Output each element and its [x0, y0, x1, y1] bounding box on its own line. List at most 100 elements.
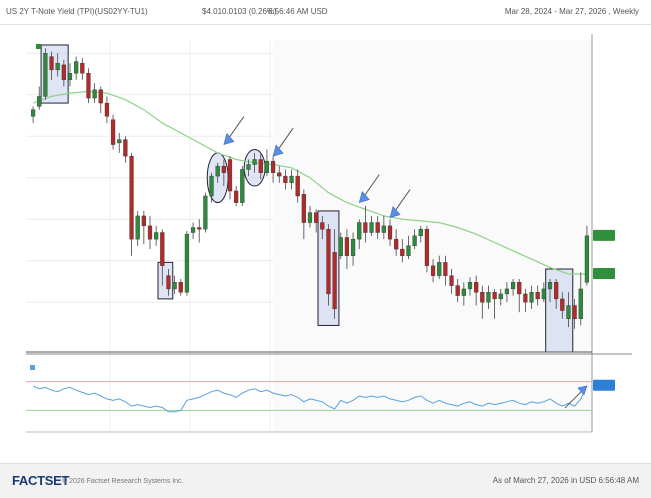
candle-body — [49, 56, 54, 71]
candle-body — [221, 165, 226, 173]
candles-layer — [30, 48, 590, 329]
annotation-arrow-line — [395, 189, 411, 210]
ma-legend-swatch — [36, 44, 41, 49]
candle-body — [190, 227, 196, 233]
candle-body — [467, 282, 473, 290]
candle-body — [264, 160, 270, 173]
quote-time: 6:56:46 AM USD — [268, 7, 328, 16]
candle-body — [375, 222, 380, 233]
annotation-arrow-head — [389, 205, 401, 219]
candle-body — [37, 96, 42, 107]
instrument-title: US 2Y T-Note Yield (TPI)(US02YY-TU1) — [6, 7, 148, 16]
moving-average-layer — [32, 90, 587, 275]
candle-body — [535, 292, 540, 300]
candle-body — [215, 165, 220, 177]
annotation-arrow-line — [364, 174, 380, 195]
candle-body — [547, 282, 553, 290]
highlight-box — [157, 261, 174, 300]
candle-body — [363, 222, 368, 233]
candle-body — [541, 288, 546, 300]
candle-body — [289, 175, 294, 183]
candle-body — [172, 282, 177, 290]
moving-average-line — [32, 90, 587, 275]
candle-body — [369, 222, 374, 233]
candle-body — [560, 298, 565, 311]
candle-body — [283, 175, 288, 183]
candle-body — [554, 282, 559, 300]
candle-body — [197, 227, 202, 230]
candle-body — [74, 61, 79, 74]
candle-body — [307, 212, 313, 223]
candle-body — [252, 159, 257, 165]
annotation-arrow-head — [223, 132, 235, 145]
candle-body — [277, 172, 282, 177]
factset-logo: FACTSET — [12, 473, 70, 488]
candle-body — [110, 119, 116, 145]
value-badges — [593, 229, 615, 391]
candle-body — [332, 252, 337, 310]
candle-body — [449, 275, 454, 286]
candle-body — [301, 194, 306, 223]
candle-body — [270, 160, 276, 173]
candle-body — [246, 164, 251, 170]
chart-footer: FACTSET © 2026 Factset Research Systems … — [0, 463, 651, 498]
candle-body — [258, 159, 263, 173]
rsi-arrow-line — [564, 388, 585, 409]
candle-body — [67, 72, 73, 81]
annotation-arrow-line — [278, 127, 294, 149]
candle-body — [43, 53, 48, 97]
arrow-annotations — [223, 116, 411, 219]
last-close-badge-bg — [593, 229, 615, 241]
candle-body — [480, 292, 485, 303]
candle-body — [381, 225, 386, 233]
rsi-legend-swatch — [30, 365, 35, 370]
candle-body — [400, 248, 405, 256]
annotation-arrow-line — [229, 116, 245, 137]
candle-body — [147, 225, 153, 240]
candle-body — [227, 159, 233, 192]
last-price: $4.01 — [202, 7, 223, 16]
candle-body — [455, 285, 460, 296]
annotation-arrow-head — [358, 191, 370, 204]
date-range[interactable]: Mar 28, 2024 - Mar 27, 2026 , Weekly — [504, 7, 639, 16]
as-of-text: As of March 27, 2026 in USD 6:56:48 AM — [492, 476, 639, 485]
candle-body — [117, 139, 122, 144]
candle-body — [203, 195, 208, 230]
candle-body — [240, 169, 245, 203]
candle-body — [123, 139, 128, 157]
candle-body — [474, 282, 479, 293]
candle-body — [154, 232, 159, 240]
candle-body — [104, 102, 110, 117]
candle-body — [406, 245, 411, 256]
rsi-value-badge-bg — [593, 379, 615, 391]
candle-body — [412, 235, 417, 246]
candle-body — [326, 228, 331, 295]
copyright-text: © 2026 Factset Research Systems Inc. — [62, 478, 184, 485]
annotation-arrow-head — [272, 144, 284, 157]
candle-body — [295, 175, 300, 197]
candle-body — [486, 292, 491, 303]
candle-body — [394, 238, 399, 250]
candle-body — [344, 237, 350, 256]
ma-value-badge-bg — [593, 268, 615, 279]
candle-body — [529, 292, 534, 303]
candle-body — [178, 282, 183, 293]
candle-body — [578, 288, 583, 320]
candle-body — [338, 237, 343, 256]
candle-body — [566, 305, 571, 320]
candle-body — [517, 282, 522, 295]
price-change: 0.0103 (0.26%) — [222, 7, 277, 16]
candle-body — [320, 222, 325, 230]
candle-body — [98, 89, 103, 104]
candle-body — [350, 238, 356, 256]
candle-body — [461, 288, 466, 296]
candle-body — [92, 89, 97, 99]
candle-body — [61, 64, 66, 81]
candle-body — [523, 293, 528, 303]
candle-body — [357, 222, 362, 240]
candle-body — [141, 215, 146, 227]
candle-body — [443, 262, 448, 276]
candle-body — [30, 109, 36, 117]
